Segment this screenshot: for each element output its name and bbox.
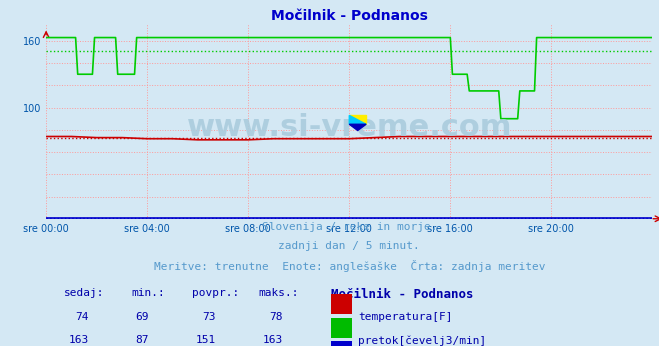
Bar	[331, 318, 353, 338]
Text: min.:: min.:	[131, 288, 165, 298]
Text: temperatura[F]: temperatura[F]	[358, 312, 453, 321]
Text: Slovenija / reke in morje.: Slovenija / reke in morje.	[262, 222, 437, 233]
Text: 69: 69	[136, 312, 149, 321]
Text: 151: 151	[196, 335, 216, 345]
Text: pretok[čevelj3/min]: pretok[čevelj3/min]	[358, 335, 486, 346]
Text: sedaj:: sedaj:	[65, 288, 105, 298]
Bar	[331, 341, 353, 346]
Text: zadnji dan / 5 minut.: zadnji dan / 5 minut.	[278, 241, 420, 251]
Text: 74: 74	[75, 312, 88, 321]
Bar	[331, 294, 353, 314]
Text: maks.:: maks.:	[258, 288, 299, 298]
Polygon shape	[349, 115, 366, 124]
Polygon shape	[349, 124, 366, 130]
Text: 78: 78	[269, 312, 283, 321]
Text: 163: 163	[69, 335, 88, 345]
Text: povpr.:: povpr.:	[192, 288, 239, 298]
Text: 163: 163	[262, 335, 283, 345]
Polygon shape	[349, 115, 366, 124]
Text: 87: 87	[136, 335, 149, 345]
Text: Močilnik - Podnanos: Močilnik - Podnanos	[331, 288, 474, 301]
Text: 73: 73	[202, 312, 216, 321]
Title: Močilnik - Podnanos: Močilnik - Podnanos	[271, 9, 428, 23]
Text: Meritve: trenutne  Enote: anglešaške  Črta: zadnja meritev: Meritve: trenutne Enote: anglešaške Črta…	[154, 260, 545, 272]
Text: www.si-vreme.com: www.si-vreme.com	[186, 113, 512, 142]
